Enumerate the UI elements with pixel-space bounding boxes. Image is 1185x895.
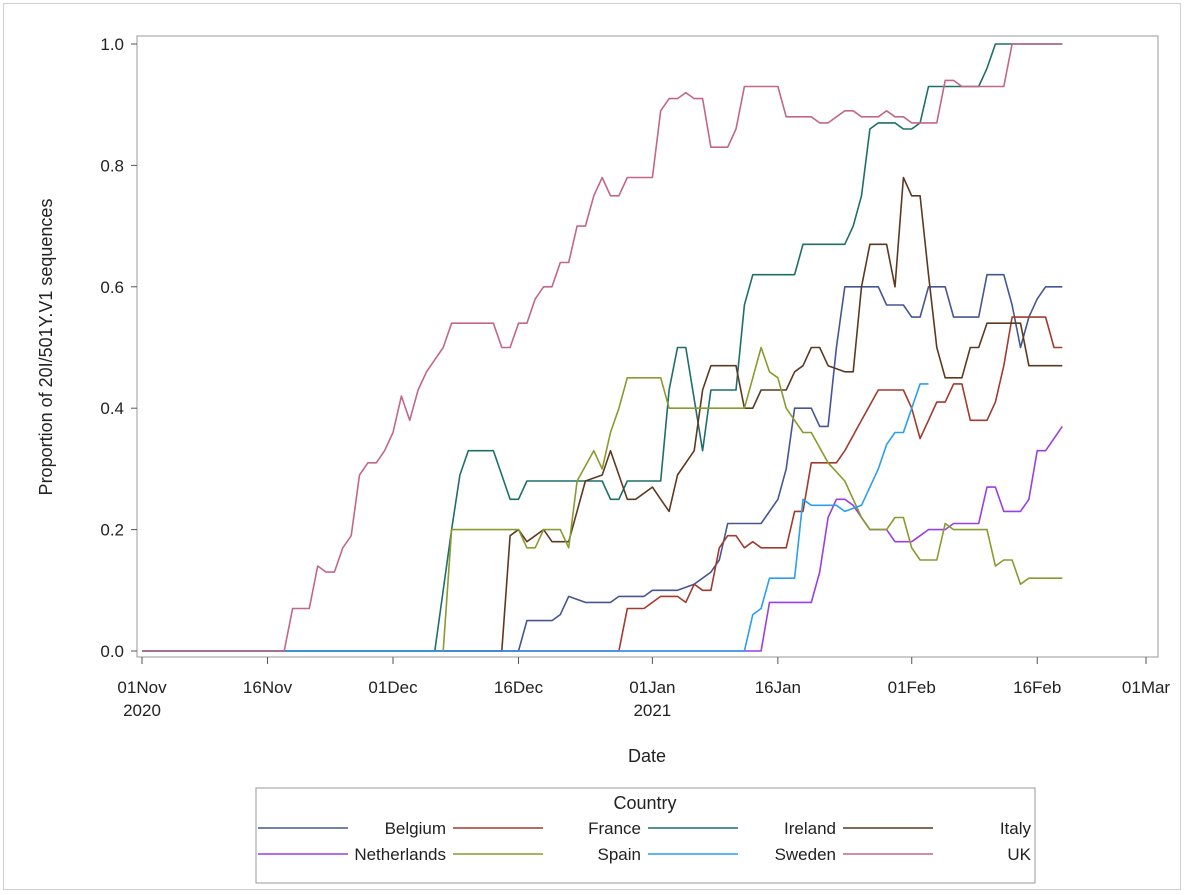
x-axis: 01Nov 2020 16Nov 01Dec 16Dec 01Jan 2021 16Jan 01… <box>117 657 1170 720</box>
series-line-ireland <box>142 43 1063 652</box>
x-tick-sublabel: 2020 <box>123 701 161 720</box>
series-line-italy <box>142 176 1063 652</box>
chart-frame <box>3 3 1181 890</box>
y-tick-label: 0.0 <box>100 642 124 661</box>
series-line-france <box>142 316 1063 652</box>
x-tick-label: 01Jan <box>629 678 675 697</box>
series-line-sweden <box>142 383 929 652</box>
legend-title: Country <box>613 793 676 813</box>
x-tick-sublabel: 2021 <box>633 701 671 720</box>
x-tick-label: 01Dec <box>368 678 418 697</box>
legend-label-france: France <box>588 819 641 838</box>
series-line-uk <box>142 43 1063 652</box>
x-tick-label: 01Feb <box>888 678 936 697</box>
y-tick-label: 0.6 <box>100 278 124 297</box>
legend-label-italy: Italy <box>1000 819 1032 838</box>
x-tick-label: 01Nov <box>117 678 167 697</box>
series-layer <box>142 43 1063 652</box>
x-axis-title: Date <box>628 746 666 766</box>
y-tick-label: 0.8 <box>100 156 124 175</box>
x-tick-label: 16Nov <box>243 678 293 697</box>
legend: Country Belgium France Ireland Italy Netherl… <box>255 787 1036 884</box>
y-tick-label: 0.2 <box>100 521 124 540</box>
legend-label-belgium: Belgium <box>385 819 446 838</box>
y-axis: 0.0 0.2 0.4 0.6 0.8 1.0 <box>100 35 137 661</box>
series-line-netherlands <box>142 425 1063 652</box>
y-tick-label: 1.0 <box>100 35 124 54</box>
plot-area <box>136 35 1159 658</box>
x-tick-label: 16Feb <box>1013 678 1061 697</box>
legend-label-spain: Spain <box>598 845 641 864</box>
y-tick-label: 0.4 <box>100 399 124 418</box>
series-line-spain <box>142 346 1063 652</box>
legend-label-netherlands: Netherlands <box>354 845 446 864</box>
x-tick-label: 16Jan <box>755 678 801 697</box>
legend-box <box>255 787 1036 884</box>
legend-label-ireland: Ireland <box>784 819 836 838</box>
x-tick-label: 01Mar <box>1122 678 1171 697</box>
series-line-belgium <box>142 273 1063 652</box>
y-axis-title: Proportion of 20I/501Y.V1 sequences <box>36 199 56 496</box>
x-tick-label: 16Dec <box>494 678 544 697</box>
legend-label-sweden: Sweden <box>775 845 836 864</box>
legend-label-uk: UK <box>1007 845 1031 864</box>
